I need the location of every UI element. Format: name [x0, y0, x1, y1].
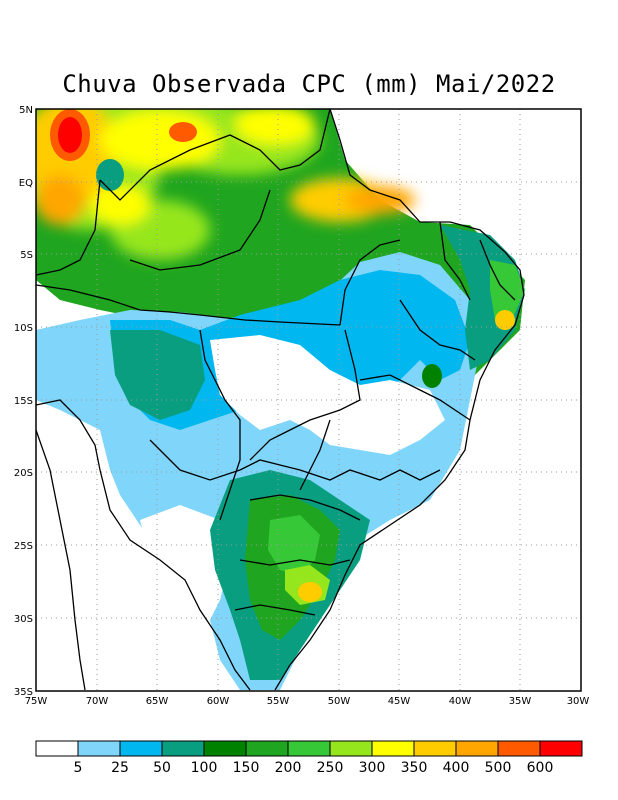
country-borders [36, 109, 525, 691]
colorbar: 5 25 50 100 150 200 250 300 350 400 500 600 [35, 740, 583, 776]
rainfall-field [36, 109, 581, 691]
colorbar-swatch [77, 740, 121, 757]
colorbar-swatch [455, 740, 499, 757]
lat-tick-label: 20S [14, 468, 33, 479]
colorbar-swatch [35, 740, 79, 757]
colorbar-swatch [161, 740, 205, 757]
colorbar-label: 250 [317, 760, 344, 776]
lon-tick-label: 30W [567, 696, 590, 707]
colorbar-swatch [119, 740, 163, 757]
colorbar-label: 25 [111, 760, 129, 776]
colorbar-swatch [329, 740, 373, 757]
lat-tick-label: 15S [14, 396, 33, 407]
colorbar-label: 50 [153, 760, 171, 776]
lon-tick-label: 50W [328, 696, 351, 707]
lon-tick-label: 55W [267, 696, 290, 707]
lat-tick-label: 30S [14, 614, 33, 625]
colorbar-swatch [245, 740, 289, 757]
lat-tick-label: 35S [14, 687, 33, 698]
lat-tick-label: 25S [14, 541, 33, 552]
colorbar-swatch [287, 740, 331, 757]
lon-tick-label: 60W [207, 696, 230, 707]
lon-tick-label: 65W [146, 696, 169, 707]
colorbar-label: 600 [527, 760, 554, 776]
lat-tick-label: EQ [19, 178, 33, 189]
lat-tick-label: 10S [14, 323, 33, 334]
lon-tick-label: 45W [388, 696, 411, 707]
lat-tick-label: 5S [20, 250, 33, 261]
lon-tick-label: 70W [86, 696, 109, 707]
lon-tick-label: 40W [449, 696, 472, 707]
latitude-labels: 5N EQ 5S 10S 15S 20S 25S 30S 35S [14, 105, 33, 698]
colorbar-swatch [203, 740, 247, 757]
colorbar-label: 150 [233, 760, 260, 776]
colorbar-label: 5 [74, 760, 83, 776]
map-frame [35, 108, 582, 692]
lat-tick-label: 5N [19, 105, 33, 116]
graticule [36, 109, 581, 691]
lon-tick-label: 35W [509, 696, 532, 707]
colorbar-label: 100 [191, 760, 218, 776]
colorbar-label: 500 [485, 760, 512, 776]
colorbar-swatch [539, 740, 583, 757]
map-title: Chuva Observada CPC (mm) Mai/2022 [62, 70, 556, 98]
longitude-labels: 75W 70W 65W 60W 55W 50W 45W 40W 35W 30W [25, 696, 590, 707]
colorbar-swatch [413, 740, 457, 757]
colorbar-label: 400 [443, 760, 470, 776]
colorbar-swatch [497, 740, 541, 757]
colorbar-label: 200 [275, 760, 302, 776]
colorbar-swatch [371, 740, 415, 757]
colorbar-label: 300 [359, 760, 386, 776]
lon-tick-label: 75W [25, 696, 48, 707]
colorbar-label: 350 [401, 760, 428, 776]
